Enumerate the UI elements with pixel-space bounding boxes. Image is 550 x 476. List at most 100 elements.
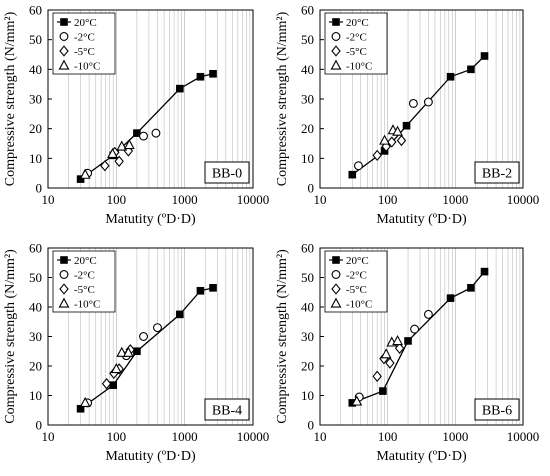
- data-point: [380, 147, 389, 155]
- legend-label: -2°C: [346, 32, 367, 44]
- y-tick-label: 10: [301, 388, 314, 403]
- data-point: [116, 346, 128, 357]
- data-point: [423, 309, 433, 319]
- data-point: [110, 362, 122, 374]
- y-tick-label: 10: [29, 151, 42, 166]
- data-point: [348, 399, 357, 407]
- legend-label: -2°C: [346, 270, 367, 282]
- y-tick-label: 0: [36, 418, 43, 433]
- data-point: [196, 286, 205, 295]
- y-tick-label: 40: [29, 300, 42, 315]
- data-point: [467, 65, 475, 74]
- legend-marker: [59, 45, 69, 57]
- legend-label: -5°C: [346, 46, 367, 58]
- y-tick-label: 10: [301, 151, 314, 166]
- x-tick-label: 10: [42, 192, 55, 207]
- x-tick-label: 1000: [172, 429, 198, 444]
- legend-label: 20°C: [346, 255, 369, 267]
- data-point: [76, 404, 85, 413]
- y-tick-label: 30: [29, 92, 42, 107]
- data-point: [379, 134, 390, 145]
- y-tick-label: 0: [36, 181, 43, 196]
- panel-label: BB-0: [212, 167, 242, 182]
- data-point: [100, 160, 110, 172]
- data-point: [123, 139, 135, 150]
- data-point: [139, 332, 148, 341]
- legend-marker: [60, 256, 68, 264]
- data-point: [176, 310, 184, 319]
- x-tick-label: 1000: [172, 192, 198, 207]
- y-tick-label: 0: [308, 181, 315, 196]
- data-point: [133, 347, 141, 356]
- data-point: [348, 170, 357, 179]
- data-point: [209, 69, 217, 78]
- data-point: [446, 72, 455, 81]
- data-point: [446, 294, 455, 302]
- panel-label: BB-4: [212, 404, 242, 419]
- legend-label: -5°C: [346, 284, 367, 296]
- y-tick-label: 60: [301, 3, 314, 18]
- legend-marker: [331, 32, 341, 41]
- legend-label: 20°C: [346, 17, 369, 29]
- legend-marker: [60, 18, 68, 26]
- panel-label-box: [204, 398, 250, 421]
- y-tick-label: 20: [301, 121, 314, 136]
- data-point: [404, 337, 412, 345]
- x-tick-label: 10: [314, 192, 327, 207]
- series-line: [80, 73, 214, 180]
- legend-marker: [59, 32, 69, 41]
- data-point: [153, 323, 162, 333]
- data-point: [353, 161, 363, 171]
- legend-label: 20°C: [74, 17, 97, 29]
- data-point: [101, 378, 112, 390]
- data-point: [114, 155, 124, 167]
- data-point: [467, 284, 475, 292]
- x-tick-label: 10000: [507, 192, 540, 207]
- y-axis-label: Compressive strength (N/mm²): [275, 11, 290, 186]
- legend-marker: [332, 18, 340, 26]
- data-point: [423, 97, 433, 107]
- y-tick-label: 40: [29, 62, 42, 77]
- legend-marker: [330, 297, 342, 308]
- data-point: [372, 149, 382, 162]
- legend-marker: [331, 45, 341, 57]
- legend-label: -10°C: [346, 61, 372, 73]
- y-tick-label: 30: [301, 329, 314, 344]
- legend-label: 20°C: [74, 255, 97, 267]
- x-tick-label: 10000: [507, 429, 540, 444]
- legend-marker: [58, 297, 70, 308]
- y-tick-label: 60: [29, 241, 42, 256]
- y-tick-label: 50: [301, 270, 314, 285]
- data-point: [139, 131, 148, 141]
- legend-label: -5°C: [74, 46, 95, 58]
- data-point: [79, 168, 91, 179]
- legend-marker: [331, 270, 341, 279]
- legend-marker: [59, 270, 69, 279]
- y-tick-label: 50: [29, 32, 42, 47]
- x-tick-label: 1000: [442, 429, 468, 444]
- y-tick-label: 50: [29, 270, 42, 285]
- data-point: [107, 147, 118, 159]
- x-tick-label: 10: [314, 429, 327, 444]
- data-point: [480, 52, 489, 60]
- legend-label: -5°C: [74, 284, 95, 296]
- legend-label: -2°C: [74, 270, 95, 282]
- data-point: [392, 334, 403, 346]
- x-tick-label: 10000: [237, 192, 270, 207]
- x-tick-label: 1000: [442, 192, 468, 207]
- legend-marker: [330, 59, 342, 70]
- legend-label: -10°C: [74, 61, 100, 73]
- x-tick-label: 100: [378, 429, 398, 444]
- data-point: [351, 395, 363, 406]
- data-point: [151, 128, 161, 138]
- legend-marker: [332, 256, 340, 264]
- y-tick-label: 20: [29, 359, 42, 374]
- y-tick-label: 20: [29, 121, 42, 136]
- data-point: [122, 346, 134, 357]
